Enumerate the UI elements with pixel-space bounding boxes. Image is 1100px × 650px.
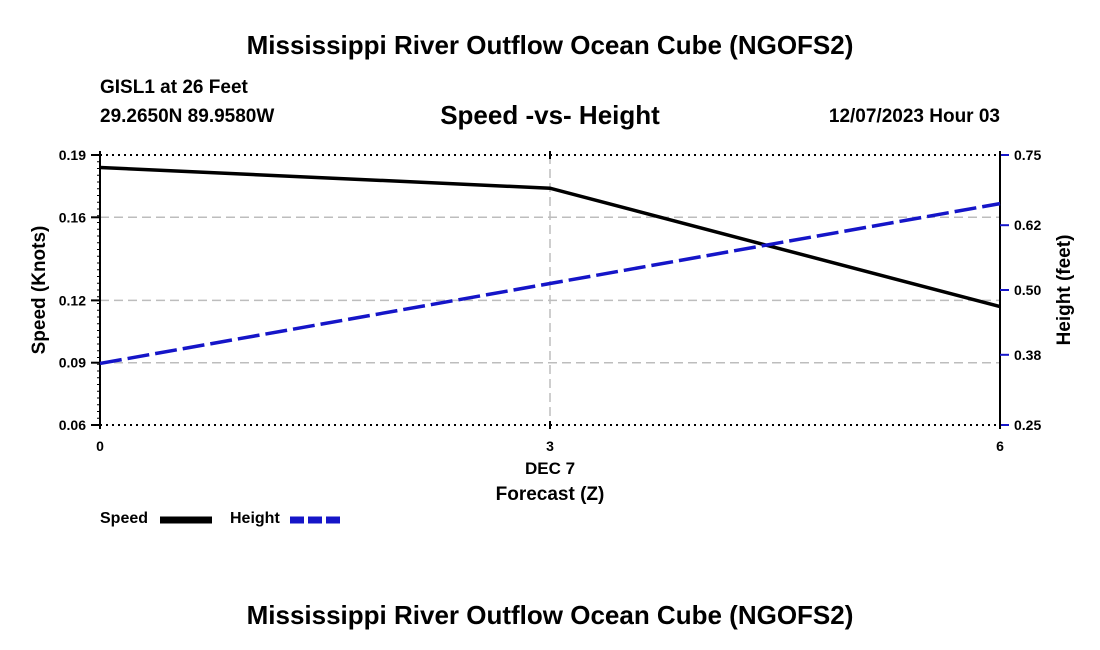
legend-speed-label: Speed bbox=[100, 510, 149, 527]
station-name: GISL1 at 26 Feet bbox=[100, 77, 248, 98]
forecast-timestamp: 12/07/2023 Hour 03 bbox=[828, 106, 1000, 127]
right-y-axis-title: Height (feet) bbox=[1054, 235, 1075, 346]
right-tick-label: 0.62 bbox=[1014, 217, 1041, 233]
x-axis-date-label: DEC 7 bbox=[525, 459, 575, 478]
x-tick-label: 6 bbox=[996, 438, 1004, 454]
left-tick-label: 0.19 bbox=[59, 147, 86, 163]
left-y-axis-title: Speed (Knots) bbox=[29, 226, 50, 355]
station-coordinates: 29.2650N 89.9580W bbox=[100, 106, 275, 127]
x-tick-label: 3 bbox=[546, 438, 554, 454]
left-tick-label: 0.16 bbox=[59, 209, 86, 225]
legend-height-label: Height bbox=[230, 510, 280, 527]
chart-main-title: Mississippi River Outflow Ocean Cube (NG… bbox=[246, 30, 854, 60]
right-tick-label: 0.25 bbox=[1014, 417, 1041, 433]
right-tick-label: 0.75 bbox=[1014, 147, 1041, 163]
chart-subtitle: Speed -vs- Height bbox=[440, 100, 660, 130]
speed-series-line bbox=[99, 165, 1001, 309]
left-tick-label: 0.06 bbox=[59, 417, 86, 433]
legend-height-swatch bbox=[290, 516, 342, 524]
right-tick-label: 0.38 bbox=[1014, 347, 1041, 363]
left-tick-label: 0.09 bbox=[59, 355, 86, 371]
height-series-line bbox=[99, 201, 1001, 366]
footer-title: Mississippi River Outflow Ocean Cube (NG… bbox=[246, 600, 854, 630]
x-tick-label: 0 bbox=[96, 438, 104, 454]
legend-speed-swatch bbox=[160, 516, 212, 524]
left-tick-label: 0.12 bbox=[59, 292, 86, 308]
x-axis-title: Forecast (Z) bbox=[496, 484, 605, 505]
right-tick-label: 0.50 bbox=[1014, 282, 1041, 298]
